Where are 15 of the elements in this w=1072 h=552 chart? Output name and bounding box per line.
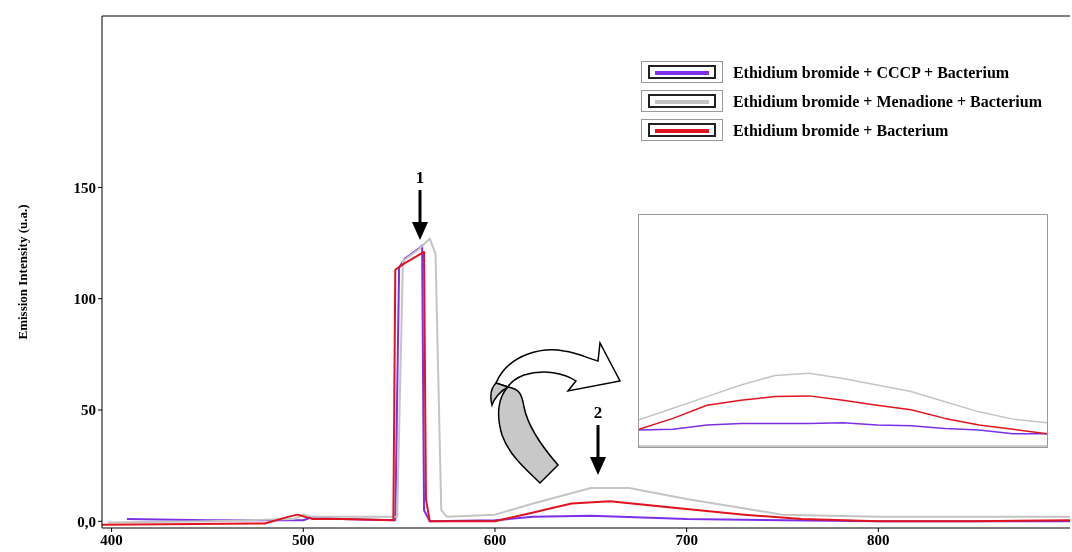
annotation: 1 [414, 168, 426, 188]
x-tick-label: 600 [483, 531, 507, 548]
legend-label: Ethidium bromide + Menadione + Bacterium [732, 92, 1042, 111]
x-tick-label: 400 [100, 531, 123, 548]
y-tick-label: 50 [81, 402, 96, 419]
x-tick-label: 500 [292, 531, 315, 548]
x-tick-label: 800 [867, 531, 890, 548]
legend-label: Ethidium bromide + CCCP + Bacterium [732, 63, 1010, 82]
legend-label: Ethidium bromide + Bacterium [732, 121, 949, 140]
y-tick-label: 100 [73, 291, 96, 308]
annotation: 2 [592, 403, 604, 423]
y-tick-label: 150 [73, 179, 96, 196]
x-tick-label: 700 [675, 531, 698, 548]
y-axis-title: Emission Intensity (u.a.) [14, 204, 30, 340]
y-tick-label: 0,0 [77, 513, 96, 530]
